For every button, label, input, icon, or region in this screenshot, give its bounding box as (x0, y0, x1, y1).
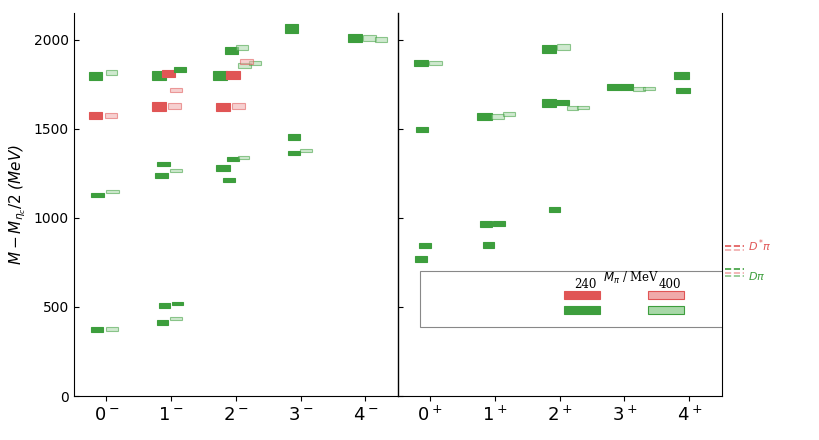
Bar (492, 221, 504, 226)
Bar (225, 48, 238, 54)
Bar (156, 172, 168, 178)
Bar (416, 127, 428, 132)
Bar (249, 61, 260, 66)
Bar (88, 112, 102, 119)
Bar (285, 24, 297, 33)
Bar (227, 157, 238, 161)
Bar (215, 103, 229, 110)
Bar (156, 161, 170, 166)
Bar (541, 44, 556, 53)
Bar (88, 72, 102, 80)
Text: $D^*\!\pi$: $D^*\!\pi$ (747, 237, 770, 254)
Bar (347, 34, 362, 42)
Text: 240: 240 (573, 278, 596, 291)
Bar (548, 206, 559, 212)
Bar (414, 60, 428, 66)
Bar (577, 106, 588, 109)
Bar (287, 134, 300, 140)
Bar (105, 113, 116, 118)
Bar (152, 103, 166, 111)
Bar (414, 256, 427, 262)
Bar (158, 303, 170, 308)
Bar (223, 177, 235, 182)
Bar (606, 84, 621, 91)
Bar (161, 70, 174, 77)
Bar (556, 44, 569, 51)
Bar (232, 103, 245, 109)
Bar (632, 87, 644, 91)
Bar (648, 306, 683, 314)
Bar (563, 291, 599, 299)
FancyBboxPatch shape (420, 271, 819, 327)
Bar (91, 193, 104, 197)
Bar (236, 44, 248, 50)
Bar (300, 149, 311, 152)
Bar (428, 61, 441, 65)
Bar (555, 100, 568, 105)
Bar (156, 319, 168, 325)
Bar (238, 156, 249, 159)
Bar (238, 63, 251, 68)
Bar (648, 291, 683, 299)
Bar (174, 67, 186, 72)
Bar (106, 327, 118, 331)
Bar (168, 103, 181, 110)
Bar (171, 302, 183, 305)
Bar (642, 87, 654, 90)
Bar (482, 242, 494, 248)
Bar (152, 71, 166, 80)
Bar (673, 72, 688, 79)
Bar (287, 150, 300, 155)
Bar (226, 71, 240, 79)
Bar (620, 84, 633, 90)
Bar (563, 306, 599, 314)
Bar (170, 169, 182, 172)
Bar (675, 88, 689, 93)
Y-axis label: $M - M_{\eta_c}/2$ (MeV): $M - M_{\eta_c}/2$ (MeV) (7, 144, 28, 265)
Bar (91, 327, 103, 332)
Bar (362, 35, 375, 41)
Bar (541, 99, 556, 107)
Bar (503, 112, 514, 116)
Bar (479, 221, 491, 227)
Bar (106, 190, 119, 193)
Text: $D\pi$: $D\pi$ (747, 270, 764, 282)
Text: $M_\pi$ / MeV: $M_\pi$ / MeV (602, 270, 658, 286)
Bar (215, 165, 229, 172)
Bar (566, 106, 577, 110)
Bar (106, 70, 117, 75)
Bar (477, 113, 491, 120)
Bar (239, 59, 252, 65)
Bar (419, 243, 430, 248)
Bar (374, 37, 387, 42)
Bar (170, 88, 182, 92)
Bar (213, 71, 227, 80)
Bar (491, 114, 504, 119)
Bar (170, 317, 182, 320)
Text: 400: 400 (658, 278, 681, 291)
